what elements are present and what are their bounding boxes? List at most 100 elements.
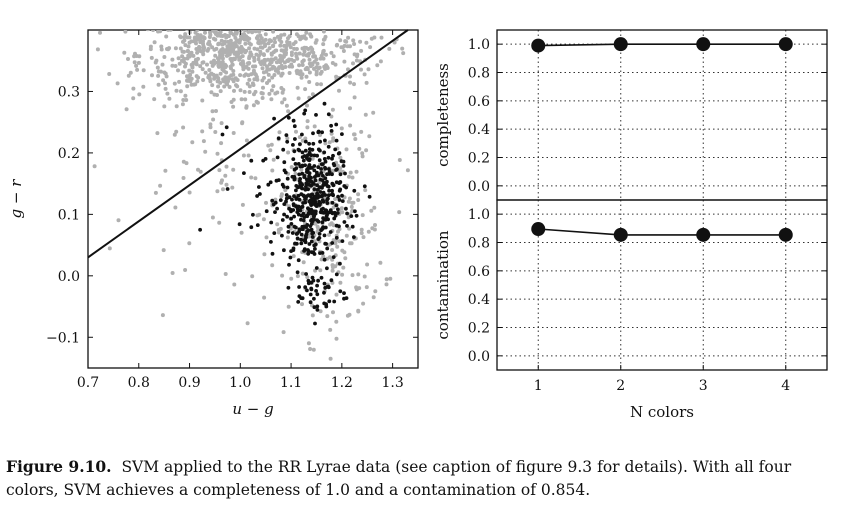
rr-lyrae-point — [345, 224, 349, 228]
rr-lyrae-point — [225, 187, 230, 191]
rr-lyrae-point — [306, 170, 310, 175]
rr-lyrae-point — [335, 211, 340, 215]
rr-lyrae-point — [325, 201, 330, 206]
background-star-point — [198, 64, 203, 69]
background-star-point — [268, 148, 273, 153]
background-star-point — [303, 136, 308, 141]
background-star-point — [166, 21, 170, 25]
background-star-point — [315, 82, 320, 87]
background-star-point — [258, 49, 263, 54]
rr-lyrae-point — [295, 236, 300, 241]
rr-lyrae-point — [312, 243, 317, 248]
rr-lyrae-point — [317, 236, 322, 240]
rr-lyrae-point — [337, 224, 341, 229]
background-star-point — [270, 168, 275, 173]
background-star-point — [220, 56, 225, 61]
background-star-point — [283, 188, 288, 193]
background-star-point — [214, 73, 219, 78]
background-star-point — [364, 40, 369, 45]
background-star-point — [266, 143, 271, 148]
background-star-point — [243, 34, 248, 39]
background-star-point — [223, 75, 228, 80]
background-star-point — [285, 136, 290, 141]
rr-lyrae-point — [321, 216, 325, 221]
rr-lyrae-point — [297, 197, 302, 202]
background-star-point — [225, 53, 230, 58]
contamination-x-tick-label: 2 — [616, 378, 625, 394]
rr-lyrae-point — [308, 300, 313, 305]
rr-lyrae-point — [317, 203, 322, 207]
background-star-point — [250, 274, 255, 279]
background-star-point — [366, 67, 371, 72]
rr-lyrae-point — [310, 219, 315, 224]
rr-lyrae-point — [328, 208, 333, 213]
background-star-point — [284, 103, 289, 108]
background-star-point — [116, 218, 121, 223]
scatter-y-label: g − r — [7, 179, 25, 219]
background-star-point — [364, 285, 369, 290]
background-star-point — [186, 44, 191, 49]
rr-lyrae-point — [310, 231, 315, 236]
background-star-point — [364, 80, 369, 85]
background-star-point — [272, 73, 277, 77]
background-star-point — [257, 11, 261, 15]
contamination-y-tick-label: 1.0 — [468, 207, 490, 223]
rr-lyrae-point — [255, 194, 259, 198]
background-star-point — [232, 41, 237, 46]
background-star-point — [327, 140, 332, 145]
rr-lyrae-point — [294, 204, 298, 209]
rr-lyrae-point — [305, 166, 310, 171]
background-star-point — [135, 67, 140, 72]
rr-lyrae-point — [319, 167, 323, 171]
background-star-point — [236, 23, 240, 27]
background-star-point — [209, 71, 214, 76]
background-star-point — [323, 141, 328, 146]
rr-lyrae-point — [334, 122, 339, 127]
rr-lyrae-point — [270, 251, 275, 256]
rr-lyrae-point — [198, 227, 203, 232]
background-star-point — [241, 2, 245, 6]
background-star-point — [233, 35, 238, 40]
background-star-point — [275, 222, 280, 227]
background-star-point — [189, 76, 194, 81]
background-star-point — [213, 30, 218, 33]
background-star-point — [287, 71, 292, 75]
background-star-point — [334, 292, 339, 297]
background-star-point — [397, 158, 402, 162]
background-star-point — [204, 24, 208, 28]
background-star-point — [199, 0, 203, 3]
rr-lyrae-point — [306, 228, 311, 233]
background-star-point — [321, 30, 326, 34]
background-star-point — [218, 7, 222, 11]
background-star-point — [205, 62, 209, 67]
completeness-panel: 0.0 0.2 0.4 0.6 0.8 1.0 completeness — [434, 29, 828, 201]
background-star-point — [219, 121, 224, 126]
rr-lyrae-point — [251, 212, 255, 217]
contamination-panel: 0.0 0.2 0.4 0.6 0.8 1.0 1 2 3 4 contamination N … — [434, 199, 828, 421]
background-star-point — [211, 9, 215, 13]
background-star-point — [384, 277, 389, 282]
scatter-y-tick-label: 0.2 — [58, 146, 80, 162]
background-star-point — [312, 399, 316, 403]
background-star-point — [369, 208, 374, 213]
contamination-x-tick-label: 4 — [781, 378, 790, 394]
background-star-point — [339, 206, 344, 211]
background-star-point — [146, 30, 150, 32]
background-star-point — [247, 41, 252, 46]
background-star-point — [253, 89, 258, 94]
rr-lyrae-point — [345, 211, 349, 216]
rr-lyrae-point — [292, 167, 297, 172]
rr-lyrae-point — [312, 214, 316, 219]
background-star-point — [378, 260, 383, 265]
rr-lyrae-point — [273, 210, 277, 215]
contamination-marker — [531, 222, 546, 237]
background-star-point — [280, 71, 285, 76]
background-star-point — [206, 47, 211, 51]
background-star-point — [273, 56, 278, 61]
rr-lyrae-point — [299, 181, 303, 186]
background-star-point — [261, 85, 265, 90]
background-star-point — [163, 168, 168, 173]
background-star-point — [359, 231, 364, 236]
background-star-point — [267, 38, 272, 43]
rr-lyrae-point — [320, 198, 325, 203]
